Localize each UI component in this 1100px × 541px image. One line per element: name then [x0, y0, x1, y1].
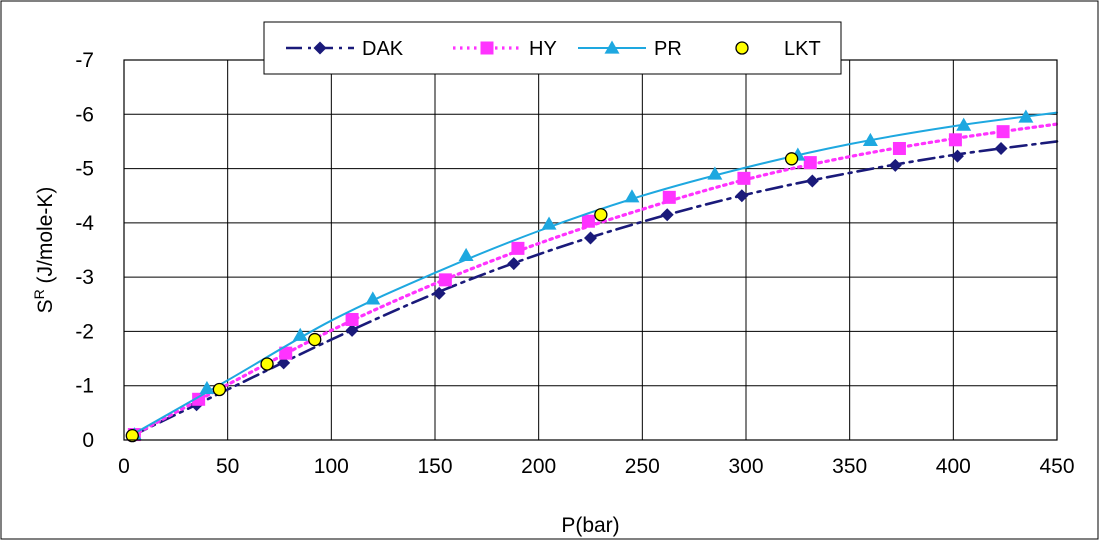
data-point-dak	[432, 286, 446, 300]
data-point-hy	[345, 312, 359, 326]
legend-marker-hy	[480, 41, 494, 55]
legend-label-lkt: LKT	[784, 38, 821, 60]
y-axis-title: SR (J/mole-K)	[31, 187, 57, 314]
legend-label-dak: DAK	[362, 38, 404, 60]
series-group	[125, 109, 1059, 443]
legend-label-hy: HY	[529, 38, 557, 60]
y-tick-label: 0	[82, 429, 94, 452]
data-point-dak	[507, 257, 521, 271]
data-point-pr	[956, 117, 972, 131]
data-point-dak	[888, 158, 902, 172]
tick-labels: 0 50 100 150 200 250 300 350 400 450 0 -1 -2 -3 -4 -5 -6…	[75, 49, 1074, 478]
series-line-pr	[131, 111, 1058, 436]
x-tick-label: 50	[216, 455, 239, 478]
y-axis-title-superscript: R	[31, 289, 47, 299]
data-point-hy	[737, 171, 751, 185]
y-tick-label: -4	[75, 212, 94, 235]
data-point-lkt	[784, 152, 799, 166]
legend-marker-lkt	[735, 41, 749, 55]
legend-item-lkt: LKT	[735, 38, 821, 60]
data-point-pr	[707, 166, 723, 180]
series-hy	[127, 122, 1059, 442]
x-tick-label: 0	[118, 455, 130, 478]
y-tick-label: -6	[75, 103, 94, 126]
data-point-hy	[803, 156, 817, 170]
data-point-dak	[950, 149, 964, 163]
legend-marker-dak	[313, 41, 327, 55]
x-tick-label: 400	[936, 455, 971, 478]
x-tick-label: 200	[521, 455, 556, 478]
x-tick-label: 150	[417, 455, 452, 478]
legend-item-pr: PR	[578, 38, 682, 60]
data-point-lkt	[125, 429, 139, 443]
x-tick-label: 450	[1039, 455, 1074, 478]
data-point-hy	[996, 125, 1010, 139]
data-point-pr	[365, 291, 381, 305]
y-tick-label: -7	[75, 49, 94, 72]
data-point-pr	[1018, 109, 1034, 123]
data-point-lkt	[212, 382, 227, 397]
data-point-hy	[892, 141, 906, 155]
y-tick-label: -5	[75, 158, 94, 181]
y-axis-title-main: S	[34, 299, 57, 313]
data-point-dak	[805, 174, 819, 188]
data-point-lkt	[260, 357, 274, 371]
data-point-hy	[511, 241, 525, 255]
legend-item-dak: DAK	[286, 38, 404, 60]
data-point-pr	[862, 132, 878, 146]
x-tick-label: 250	[625, 455, 660, 478]
series-lkt	[125, 152, 799, 443]
data-point-hy	[581, 214, 595, 228]
data-point-pr	[624, 189, 640, 203]
data-point-dak	[735, 189, 749, 203]
data-point-hy	[662, 190, 676, 204]
data-point-dak	[994, 141, 1008, 155]
x-tick-label: 350	[832, 455, 867, 478]
data-point-dak	[584, 231, 597, 245]
data-point-pr	[292, 327, 308, 341]
legend-marker-pr	[604, 40, 620, 54]
data-point-lkt	[594, 208, 608, 222]
y-axis-title-rest: (J/mole-K)	[34, 187, 57, 290]
data-point-pr	[458, 247, 474, 262]
data-point-lkt	[308, 332, 322, 347]
data-point-pr	[199, 380, 215, 395]
svg-text:SR (J/mole-K): SR (J/mole-K)	[31, 187, 57, 314]
y-tick-label: -2	[75, 320, 94, 343]
y-tick-label: -1	[75, 375, 94, 398]
data-point-dak	[277, 356, 291, 370]
data-point-dak	[660, 208, 674, 222]
legend-label-pr: PR	[654, 38, 682, 60]
x-axis-title: P(bar)	[561, 514, 619, 537]
data-point-dak	[345, 323, 359, 337]
x-tick-label: 100	[314, 455, 349, 478]
data-point-hy	[948, 133, 962, 147]
data-point-hy	[279, 346, 293, 360]
data-point-hy	[438, 273, 452, 287]
y-tick-label: -3	[75, 266, 94, 289]
x-tick-label: 300	[728, 455, 763, 478]
legend-item-hy: HY	[453, 38, 557, 60]
data-point-pr	[541, 216, 557, 230]
plot-area	[124, 60, 1057, 440]
legend: DAK HY PR LKT	[263, 21, 842, 75]
